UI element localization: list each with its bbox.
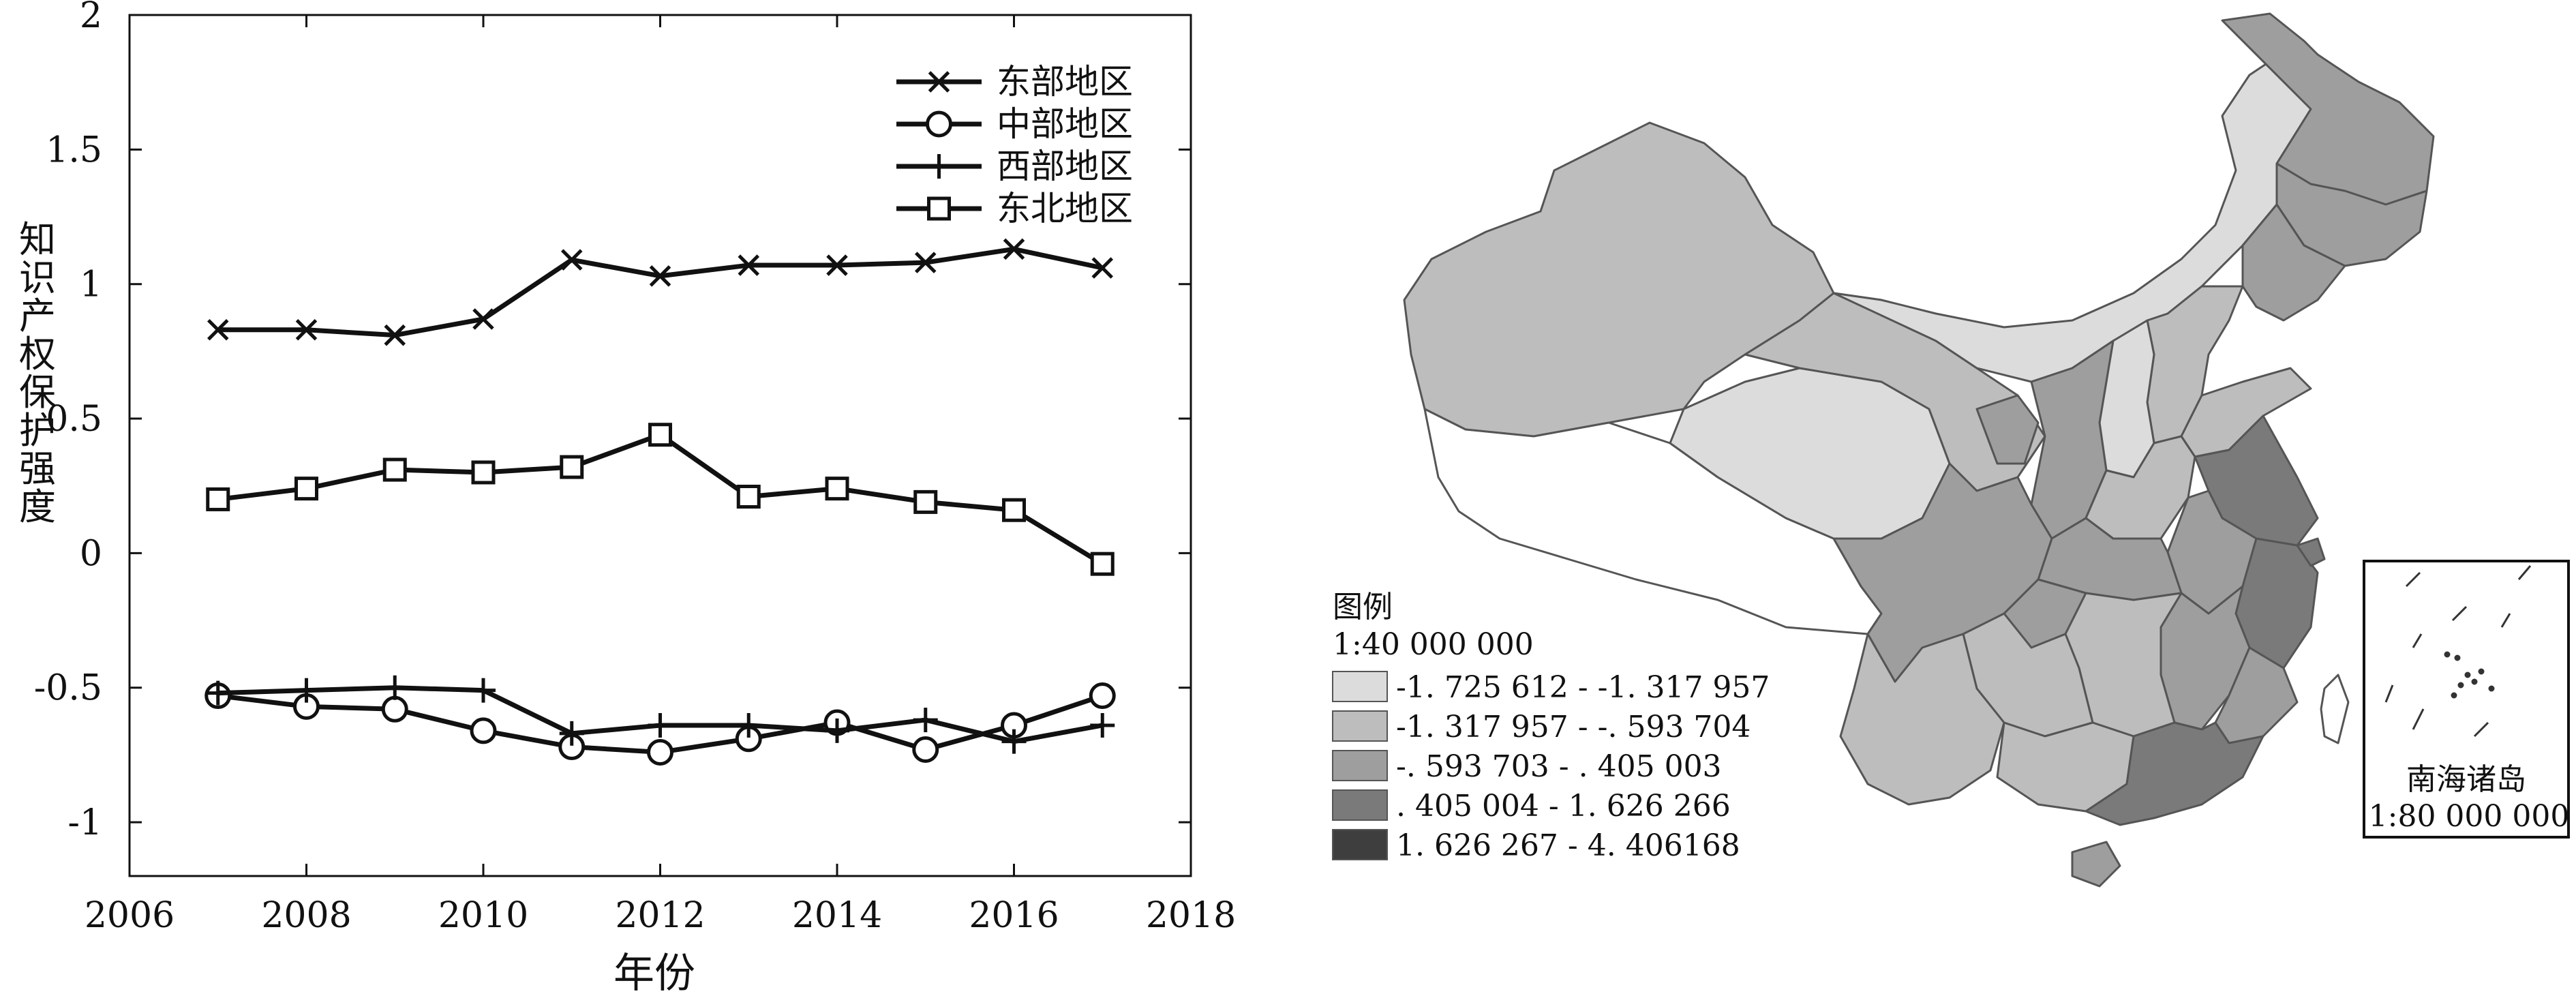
map-legend-swatch <box>1332 671 1388 702</box>
data-point <box>914 252 937 273</box>
y-tick-label: 2 <box>80 0 102 36</box>
data-point <box>913 489 938 514</box>
series-2 <box>205 675 1115 754</box>
map-legend-swatch <box>1332 750 1388 781</box>
y-tick-label: -1 <box>67 802 102 843</box>
legend-label: 东北地区 <box>997 189 1133 228</box>
data-point <box>560 455 584 479</box>
legend-label: 中部地区 <box>997 104 1133 144</box>
south-china-sea-inset: 南海诸岛 1:80 000 000 <box>2363 560 2570 839</box>
map-legend-swatch <box>1332 789 1388 821</box>
data-point <box>382 675 408 700</box>
y-axis-label: 知识产权保护强度 <box>19 218 56 528</box>
data-point <box>736 484 761 509</box>
legend-label: 西部地区 <box>997 147 1133 186</box>
data-point <box>294 678 319 703</box>
data-point <box>294 477 318 501</box>
map-legend-label: -1. 317 957 - -. 593 704 <box>1396 710 1751 744</box>
region-hainan <box>2071 841 2121 888</box>
inset-islands <box>2384 565 2532 738</box>
y-tick-label: 1 <box>80 265 102 305</box>
x-tick-label: 2010 <box>438 895 528 936</box>
y-tick-label: -0.5 <box>34 668 102 709</box>
data-point <box>205 680 230 706</box>
x-tick-label: 2006 <box>85 895 175 936</box>
legend-marker <box>926 110 952 138</box>
region-xinjiang <box>1403 121 1835 438</box>
data-point <box>1090 552 1115 576</box>
data-point <box>382 457 407 482</box>
region-liaoning <box>2241 203 2346 322</box>
map-legend-label: -. 593 703 - . 405 003 <box>1396 749 1722 784</box>
x-tick-label: 2018 <box>1146 895 1236 936</box>
inset-title: 南海诸岛 <box>2406 762 2526 797</box>
series-0 <box>207 238 1114 346</box>
region-yunnan <box>1839 633 2005 806</box>
data-point <box>1001 729 1027 754</box>
data-point <box>1003 238 1025 260</box>
legend-marker <box>926 154 952 179</box>
x-axis-label: 年份 <box>613 950 695 996</box>
data-point <box>206 487 230 511</box>
data-point <box>1089 682 1116 710</box>
legend-label: 东部地区 <box>997 62 1133 102</box>
data-point <box>207 319 229 341</box>
data-point <box>559 721 584 746</box>
data-point <box>471 678 496 703</box>
data-point <box>649 265 671 287</box>
legend-marker <box>928 71 950 93</box>
map-legend-label: 1. 626 267 - 4. 406168 <box>1396 828 1740 863</box>
data-point <box>472 308 494 330</box>
map-regions <box>1403 12 2435 888</box>
data-point <box>738 254 760 276</box>
y-tick-label: 1.5 <box>46 130 102 170</box>
line-chart: 2 1.5 1 0.5 0 -0.5 -1 2006 2008 2010 2012 2014 2016… <box>19 0 1236 996</box>
data-point <box>1002 498 1026 522</box>
x-tick-label: 2008 <box>261 895 351 936</box>
data-point <box>647 738 673 766</box>
map-legend-label: -1. 725 612 - -1. 317 957 <box>1396 670 1770 705</box>
region-guangdong <box>2085 721 2264 826</box>
region-taiwan <box>2320 674 2350 744</box>
x-tick-label: 2012 <box>615 895 705 936</box>
data-point <box>470 717 497 744</box>
y-axis: 2 1.5 1 0.5 0 -0.5 -1 <box>34 0 1191 843</box>
map-legend-swatch <box>1332 710 1388 742</box>
data-point <box>1091 257 1114 279</box>
data-point <box>1090 712 1115 738</box>
map-legend-swatch <box>1332 829 1388 860</box>
data-point <box>648 712 673 738</box>
data-point <box>736 712 761 738</box>
data-point <box>825 718 849 743</box>
data-point <box>384 324 406 346</box>
y-tick-label: 0.5 <box>46 399 102 440</box>
map-legend-label: . 405 004 - 1. 626 266 <box>1396 789 1731 824</box>
data-point <box>825 477 849 501</box>
map-legend-items: -1. 725 612 - -1. 317 957 -1. 317 957 - -… <box>1332 670 1770 863</box>
region-shanghai <box>2296 537 2326 567</box>
map-legend-title: 图例 <box>1333 590 1393 624</box>
data-point <box>912 736 939 763</box>
inset-scale: 1:80 000 000 <box>2369 799 2570 834</box>
legend-marker <box>927 196 951 221</box>
x-tick-label: 2014 <box>792 895 882 936</box>
y-tick-label: 0 <box>80 533 102 574</box>
data-point <box>295 319 318 341</box>
series-3 <box>206 423 1115 576</box>
map-scale: 1:40 000 000 <box>1333 627 1534 662</box>
series-layer <box>204 238 1116 766</box>
data-point <box>913 708 938 733</box>
data-point <box>826 254 848 276</box>
x-axis: 2006 2008 2010 2012 2014 2016 2018 <box>85 15 1236 936</box>
x-tick-label: 2016 <box>969 895 1059 936</box>
data-point <box>560 249 583 271</box>
data-point <box>648 423 672 447</box>
region-ningxia <box>1975 394 2040 465</box>
data-point <box>471 460 496 485</box>
